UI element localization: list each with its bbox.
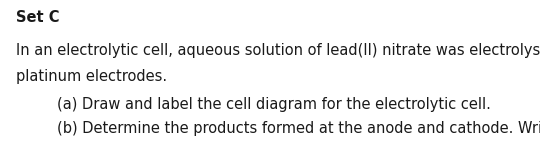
Text: (a) Draw and label the cell diagram for the electrolytic cell.: (a) Draw and label the cell diagram for …	[57, 97, 490, 112]
Text: (b) Determine the products formed at the anode and cathode. Write the overall ce: (b) Determine the products formed at the…	[57, 121, 540, 136]
Text: platinum electrodes.: platinum electrodes.	[16, 69, 167, 84]
Text: Set C: Set C	[16, 10, 60, 25]
Text: In an electrolytic cell, aqueous solution of lead(II) nitrate was electrolysed u: In an electrolytic cell, aqueous solutio…	[16, 43, 540, 58]
